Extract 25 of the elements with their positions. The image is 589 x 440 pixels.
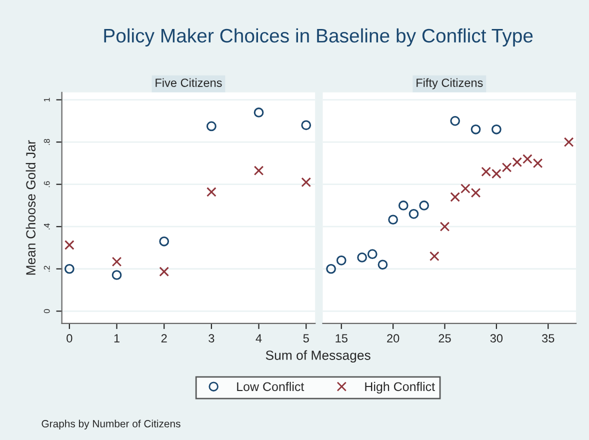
x-tick-label: 5 [303, 334, 309, 342]
x-tick-label: 0 [66, 334, 72, 342]
y-tick-label: .6 [44, 181, 50, 188]
x-axis-title: Sum of Messages [266, 350, 370, 363]
x-tick-label: 3 [208, 334, 214, 342]
x-tick-label: 4 [256, 334, 262, 342]
text: Graphs by Number of Citizens [42, 420, 180, 430]
chart-title: Five Citizens [156, 78, 222, 87]
x-tick-label: 30 [490, 334, 503, 342]
x-tick-label: 1 [114, 334, 120, 342]
x-tick-label: 35 [542, 334, 554, 342]
x-tick-label: 2 [161, 334, 167, 342]
chart-title: Fifty Citizens [416, 78, 483, 90]
y-tick-label: .2 [44, 266, 50, 272]
x-tick-label: 25 [438, 334, 451, 342]
legend-label: High Conflict [365, 382, 435, 394]
y-axis-title: Mean Choose Gold Jar [26, 140, 36, 275]
y-tick-label: .4 [44, 223, 50, 230]
y-tick-label: 0 [44, 309, 50, 314]
legend-label: Low Conflict [237, 382, 304, 392]
text: Policy Maker Choices in Baseline by Conflict Type [104, 28, 533, 46]
x-tick-label: 15 [336, 334, 348, 342]
y-tick-label: 1 [44, 98, 50, 102]
x-tick-label: 20 [387, 334, 400, 342]
y-tick-label: .8 [44, 138, 50, 145]
